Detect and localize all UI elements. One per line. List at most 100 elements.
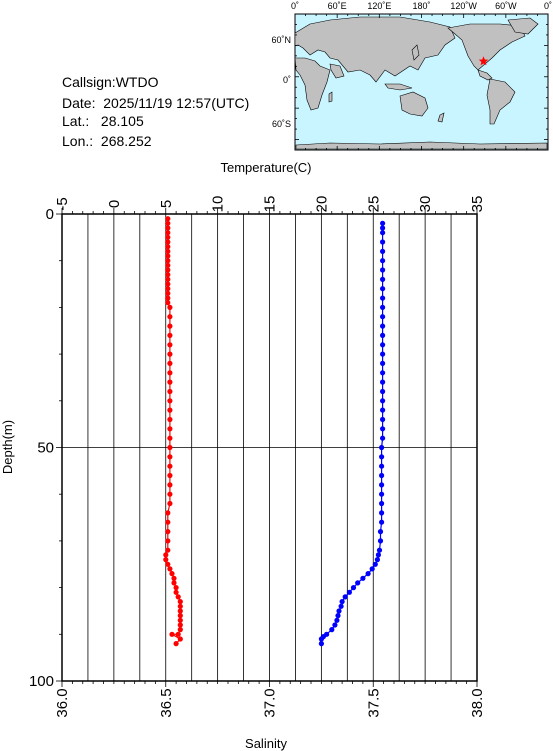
data-point xyxy=(165,276,171,282)
data-point xyxy=(167,314,173,320)
data-point xyxy=(165,253,171,259)
salinity-tick-label: 36.5 xyxy=(158,688,175,717)
data-point xyxy=(167,398,173,404)
data-point xyxy=(380,295,386,301)
map-lat-label: 60˚N xyxy=(271,35,291,45)
data-point xyxy=(167,407,173,413)
map-lon-label: 180˚ xyxy=(412,1,430,11)
data-point xyxy=(380,230,386,236)
data-point xyxy=(379,491,385,497)
station-marker xyxy=(478,56,489,66)
data-point xyxy=(167,472,173,479)
lon-line: Lon.: 268.252 xyxy=(62,133,152,149)
temperature-tick-label: -5 xyxy=(54,197,71,210)
depth-tick-label: 100 xyxy=(29,673,54,690)
data-point xyxy=(379,463,385,469)
data-point xyxy=(177,622,183,628)
data-point xyxy=(171,575,177,581)
data-point xyxy=(380,225,386,231)
lat-value: 28.105 xyxy=(100,113,144,129)
data-point xyxy=(379,482,385,488)
data-point xyxy=(380,379,386,385)
data-point xyxy=(167,491,173,497)
map-lon-label: 60˚W xyxy=(495,1,517,11)
data-point xyxy=(167,416,173,423)
data-point xyxy=(167,379,173,385)
data-point xyxy=(167,304,173,310)
data-point xyxy=(165,230,171,236)
data-point xyxy=(379,472,385,479)
data-point xyxy=(380,239,386,245)
temperature-tick-label: 0 xyxy=(106,200,123,208)
date-value: 2025/11/19 12:57(UTC) xyxy=(103,95,250,111)
data-point xyxy=(380,286,386,292)
depth-tick-label: 50 xyxy=(37,440,54,457)
data-point xyxy=(177,627,183,633)
data-point xyxy=(165,267,171,273)
data-point xyxy=(175,631,181,637)
lat-line: Lat.: 28.105 xyxy=(62,113,144,129)
data-point xyxy=(336,608,342,614)
data-point xyxy=(318,641,324,647)
salinity-tick-labels: 36.0 36.5 37.0 37.5 38.0 xyxy=(54,688,486,717)
data-series xyxy=(163,216,386,647)
data-point xyxy=(377,529,384,535)
data-point xyxy=(380,267,386,273)
data-point xyxy=(167,500,173,507)
depth-tick-label: 0 xyxy=(46,206,54,223)
data-point xyxy=(339,599,345,605)
data-point xyxy=(380,258,386,264)
data-point xyxy=(165,248,171,254)
data-point xyxy=(380,342,386,348)
map-land xyxy=(294,16,548,150)
data-point xyxy=(167,454,173,460)
data-point xyxy=(379,500,385,507)
data-point xyxy=(379,510,385,516)
callsign-line: Callsign:WTDO xyxy=(62,74,158,90)
data-point xyxy=(380,323,386,329)
data-point xyxy=(167,351,173,357)
data-point xyxy=(318,636,324,642)
plot-area: -5 0 5 10 15 20 25 30 35 36.0 36.5 37.0 37.5 38.0 05… xyxy=(0,160,486,751)
data-point xyxy=(177,599,183,605)
star-icon xyxy=(478,56,489,66)
data-point xyxy=(173,641,179,647)
callsign-value: WTDO xyxy=(115,74,159,90)
data-point xyxy=(372,561,378,567)
lon-value: 268.252 xyxy=(100,133,152,149)
data-point xyxy=(369,566,375,572)
salinity-tick-label: 38.0 xyxy=(469,688,486,717)
data-point xyxy=(165,290,171,296)
data-point xyxy=(167,370,173,376)
depth-tick-labels: 0 50 100 xyxy=(29,206,54,690)
data-point xyxy=(167,323,173,329)
data-point xyxy=(169,631,175,637)
data-point xyxy=(165,225,171,231)
data-point xyxy=(332,622,338,628)
data-point xyxy=(360,575,366,581)
temperature-tick-label: 10 xyxy=(210,196,227,213)
data-point xyxy=(167,482,173,488)
temperature-tick-label: 30 xyxy=(417,196,434,213)
data-point xyxy=(165,244,171,250)
data-point xyxy=(380,351,386,357)
data-point xyxy=(335,613,341,619)
data-point xyxy=(380,398,386,404)
map-lon-label: 0˚ xyxy=(544,1,552,11)
data-point xyxy=(165,519,171,525)
data-point xyxy=(376,547,383,553)
data-point xyxy=(165,272,171,278)
data-point xyxy=(380,407,386,413)
data-point xyxy=(167,360,173,366)
data-point xyxy=(165,300,171,306)
data-point xyxy=(379,444,385,451)
data-point xyxy=(380,416,386,423)
data-point xyxy=(167,444,173,451)
temperature-tick-labels: -5 0 5 10 15 20 25 30 35 xyxy=(54,196,486,213)
temperature-axis-title: Temperature(C) xyxy=(220,160,311,175)
data-point xyxy=(165,258,171,264)
map-lon-label: 120˚W xyxy=(450,1,477,11)
data-point xyxy=(380,248,386,254)
data-point xyxy=(377,538,384,544)
